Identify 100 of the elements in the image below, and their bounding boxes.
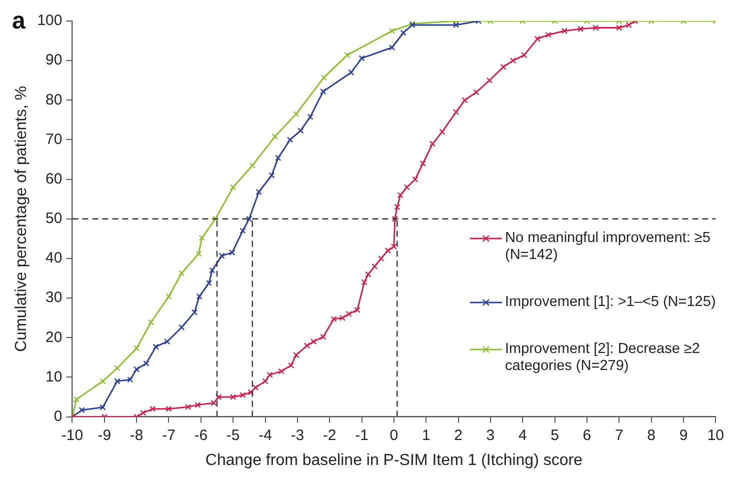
point [194, 402, 201, 408]
point [439, 128, 446, 135]
point [330, 316, 337, 322]
x-tick-label: -6 [194, 426, 208, 444]
point [133, 345, 140, 352]
point [275, 154, 282, 162]
x-tick-label: 6 [582, 426, 592, 444]
point [354, 306, 360, 314]
point [392, 216, 398, 222]
point [400, 30, 406, 36]
x-tick-label: 1 [422, 426, 430, 444]
point [293, 352, 300, 358]
y-tick-label: 30 [46, 289, 62, 306]
point [452, 108, 460, 116]
point [545, 32, 552, 38]
point [626, 22, 632, 28]
point [378, 255, 384, 262]
point [240, 392, 246, 398]
y-tick-label: 100 [37, 12, 62, 30]
point [262, 378, 268, 384]
y-tick-label: 40 [46, 250, 62, 267]
point [196, 293, 202, 300]
point [307, 114, 314, 120]
point [252, 384, 259, 391]
point [298, 128, 304, 134]
x-tick-label: -8 [130, 426, 144, 444]
point [114, 378, 120, 384]
point [246, 216, 252, 222]
point [561, 28, 568, 34]
point [348, 69, 354, 76]
point [166, 293, 172, 300]
point [248, 389, 254, 396]
y-tick-label: 60 [46, 170, 62, 188]
point [452, 22, 460, 28]
point [388, 28, 396, 34]
point [198, 234, 205, 241]
point [212, 216, 218, 222]
point [288, 362, 294, 368]
point [534, 36, 540, 42]
point [268, 172, 275, 178]
legend-label: Improvement [2]: Decrease ≥2 categories (N=279) [505, 341, 701, 375]
point [266, 372, 273, 378]
point [310, 338, 317, 345]
point [256, 188, 262, 196]
point [229, 249, 236, 256]
legend-label: No meaningful improvement: ≥5 (N=142) [505, 230, 712, 264]
x-tick-label: 3 [486, 426, 495, 444]
point [249, 162, 256, 169]
point [272, 134, 278, 140]
point [78, 406, 85, 414]
point [372, 263, 378, 270]
point [148, 319, 154, 326]
y-tick-label: 70 [46, 130, 62, 148]
point [100, 404, 106, 410]
point [150, 406, 156, 412]
point [320, 74, 327, 81]
point [429, 140, 436, 147]
point [216, 394, 222, 400]
x-tick-label: 10 [707, 426, 724, 444]
point [500, 64, 506, 70]
x-axis-title: Change from baseline in P-SIM Item 1 (Itching) score [205, 452, 583, 469]
point [191, 309, 198, 316]
point [577, 26, 584, 32]
x-tick-label: -9 [98, 426, 112, 444]
point [278, 368, 284, 374]
point [230, 184, 236, 190]
x-tick-label: 0 [390, 426, 398, 444]
point [164, 338, 170, 345]
x-tick-label: -10 [61, 426, 84, 444]
x-tick-label: 2 [454, 426, 462, 444]
point [114, 365, 120, 372]
point [184, 404, 192, 410]
point [143, 360, 150, 366]
point [390, 244, 398, 250]
x-tick-label: 7 [614, 426, 624, 444]
legend-label: Improvement [1]: >1–<5 (N=125) [505, 294, 716, 311]
point [320, 334, 326, 340]
y-tick-label: 90 [46, 52, 62, 69]
point [384, 247, 391, 254]
point [178, 324, 185, 330]
x-tick-label: 4 [518, 426, 527, 444]
x-tick-label: -4 [258, 426, 272, 444]
x-tick-label: 8 [647, 426, 656, 444]
x-tick-label: -2 [322, 426, 336, 444]
point [230, 394, 236, 400]
point [196, 250, 202, 257]
y-tick-label: 50 [46, 210, 62, 228]
point [166, 406, 172, 412]
point [388, 44, 396, 51]
point [210, 400, 217, 406]
x-tick-label: 5 [550, 426, 559, 444]
x-tick-label: -3 [290, 426, 304, 444]
point [152, 344, 159, 350]
point [420, 160, 426, 167]
point [127, 376, 134, 383]
x-tick-label: -5 [226, 426, 240, 444]
point [140, 410, 146, 416]
x-tick-label: -7 [162, 426, 176, 444]
point [510, 58, 516, 64]
point [240, 228, 246, 234]
